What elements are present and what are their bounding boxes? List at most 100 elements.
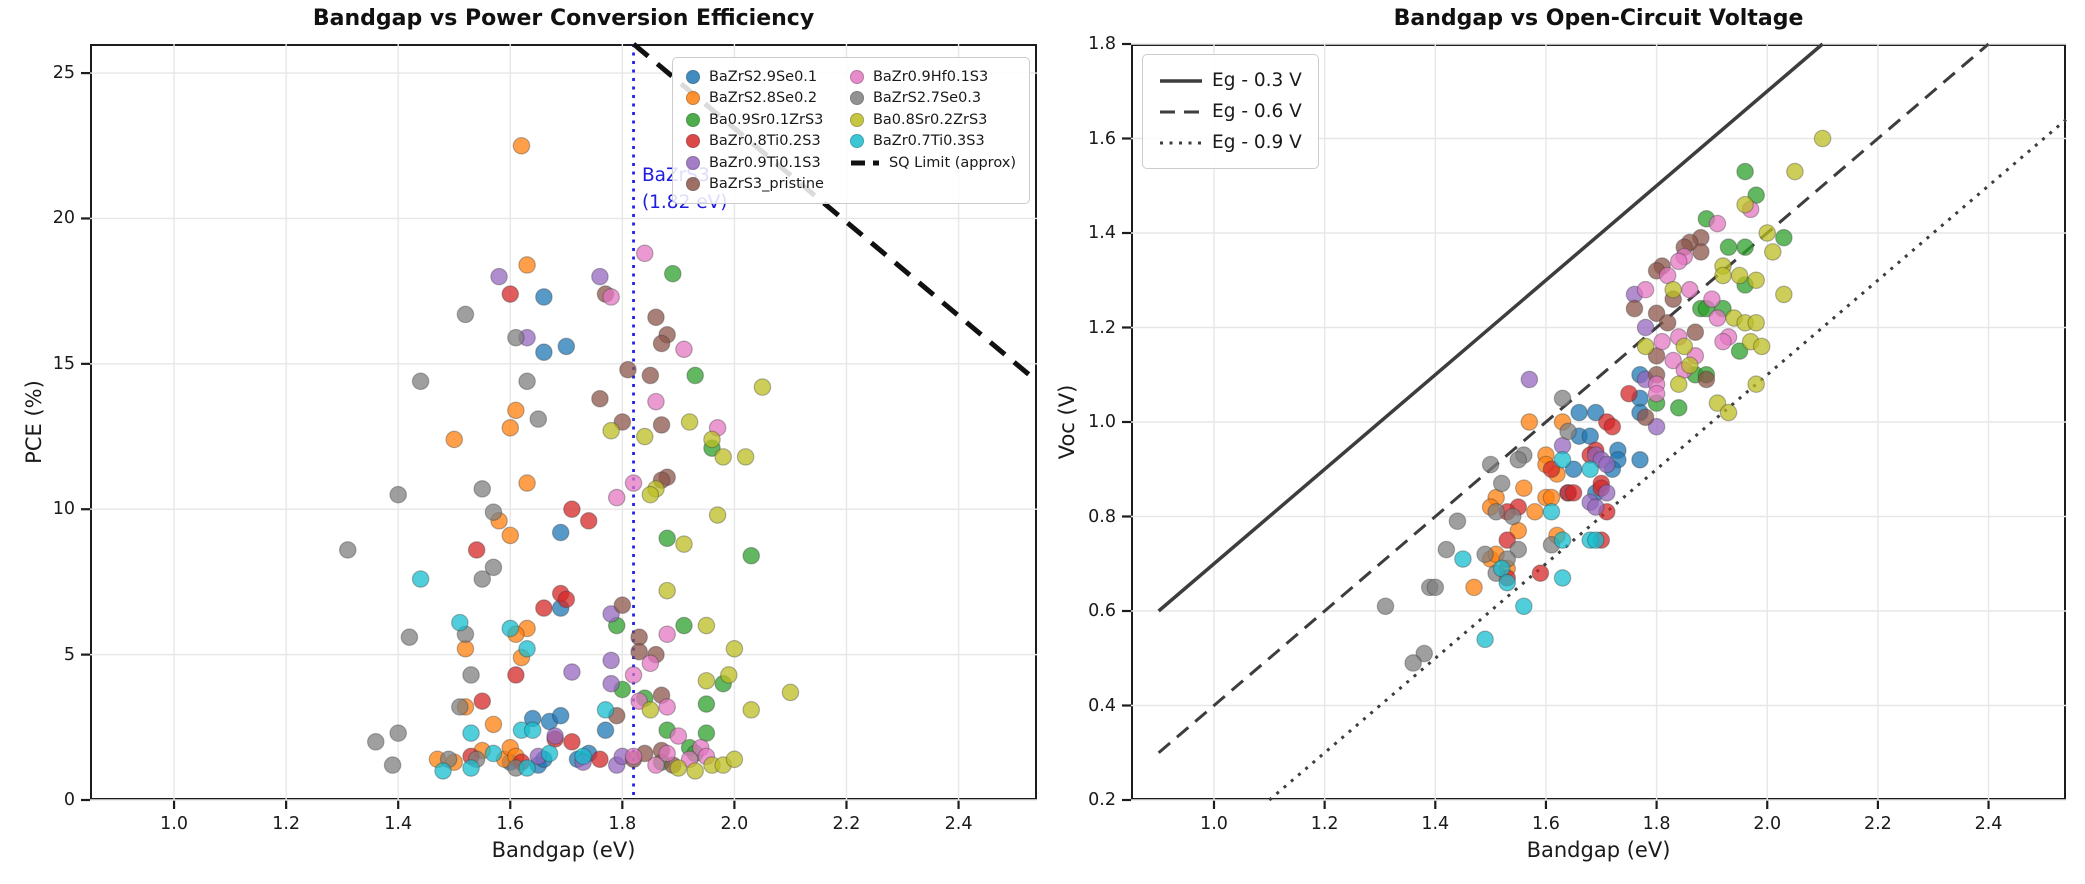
scatter-point [1813, 129, 1832, 148]
scatter-point [1775, 228, 1793, 247]
scatter-point [641, 366, 660, 385]
legend-item: BaZrS2.8Se0.2 [685, 88, 824, 110]
legend-label: Eg - 0.9 V [1212, 132, 1302, 153]
scatter-point [1763, 243, 1782, 261]
left-plot-title: Bandgap vs Power Conversion Efficiency [312, 6, 815, 31]
scatter-point [652, 334, 671, 353]
scatter-point [725, 750, 744, 769]
scatter-point [557, 337, 576, 356]
legend-marker-icon [685, 91, 700, 106]
scatter-point [647, 308, 665, 327]
scatter-point [686, 366, 704, 385]
scatter-point [484, 715, 503, 734]
scatter-point [1647, 384, 1666, 403]
right-plot-ylabel: Voc (V) [1055, 384, 1079, 460]
scatter-point [1708, 214, 1727, 233]
y-tick-label: 5 [63, 644, 75, 665]
scatter-point [708, 506, 727, 524]
scatter-point [1586, 403, 1605, 422]
legend-label: Ba0.9Sr0.1ZrS3 [708, 111, 824, 128]
scatter-point [1570, 403, 1588, 422]
scatter-point [518, 474, 536, 492]
left-plot: Bandgap vs Power Conversion Efficiency B… [22, 6, 1039, 862]
scatter-point [1631, 450, 1649, 469]
scatter-point [1636, 318, 1655, 337]
y-tick-label: 1.4 [1088, 223, 1116, 243]
scatter-point [1703, 290, 1721, 308]
scatter-point [697, 724, 716, 742]
scatter-point [1714, 266, 1732, 285]
scatter-point [658, 625, 676, 644]
scatter-point [456, 305, 475, 324]
scatter-point [389, 485, 407, 504]
legend-label: BaZr0.9Ti0.1S3 [708, 154, 821, 171]
scatter-point [1553, 531, 1572, 549]
scatter-point [1520, 413, 1539, 431]
scatter-point [518, 372, 536, 391]
scatter-point [1736, 162, 1754, 181]
y-tick-label: 1.2 [1088, 317, 1116, 338]
scatter-point [490, 267, 508, 286]
legend-line-icon [1160, 110, 1202, 113]
scatter-point [1647, 304, 1666, 323]
legend-item: Eg - 0.9 V [1159, 127, 1302, 158]
legend-item: Eg - 0.6 V [1159, 96, 1302, 127]
scatter-point [484, 558, 503, 577]
scatter-point [1498, 531, 1517, 549]
scatter-point [697, 671, 716, 690]
scatter-point [736, 448, 755, 466]
scatter-point [1553, 569, 1572, 587]
y-tick-label: 1.0 [1088, 412, 1116, 432]
scatter-point [630, 692, 648, 710]
scatter-point [1636, 280, 1655, 299]
scatter-point [720, 666, 738, 684]
scatter-point [607, 488, 626, 507]
scatter-point [725, 639, 744, 658]
scatter-point [523, 721, 542, 740]
scatter-point [1415, 644, 1434, 663]
scatter-point [1669, 375, 1688, 393]
scatter-point [1448, 512, 1467, 531]
scatter-point [1658, 313, 1677, 332]
scatter-point [1597, 455, 1616, 474]
scatter-point [1714, 332, 1732, 351]
scatter-point [1498, 573, 1517, 592]
scatter-point [473, 692, 492, 710]
scatter-point [742, 546, 761, 565]
scatter-point [624, 666, 643, 684]
legend-label: SQ Limit (approx) [888, 154, 1016, 171]
legend-item: BaZr0.9Ti0.1S3 [685, 152, 824, 174]
scatter-point [484, 744, 503, 763]
scatter-point [613, 413, 632, 431]
legend-label: BaZrS2.9Se0.1 [708, 68, 818, 85]
scatter-point [1747, 271, 1765, 290]
x-tick-label: 1.2 [1310, 814, 1339, 834]
scatter-point [451, 698, 469, 716]
scatter-point [473, 570, 492, 588]
y-tick-label: 1.8 [1088, 34, 1116, 54]
scatter-point [1564, 460, 1583, 479]
scatter-point [1730, 342, 1749, 360]
legend-item: BaZrS2.7Se0.3 [849, 88, 1016, 110]
scatter-point [383, 756, 402, 774]
legend-marker-icon [685, 177, 700, 192]
scatter-point [669, 727, 688, 745]
legend-marker-icon [685, 69, 700, 84]
legend-label: BaZrS3_pristine [708, 176, 824, 193]
x-tick-label: 1.6 [496, 814, 525, 834]
scatter-point [1708, 309, 1727, 327]
scatter-point [551, 706, 570, 725]
legend-item: BaZrS3_pristine [685, 174, 824, 196]
scatter-point [518, 759, 536, 777]
y-tick-label: 0 [63, 790, 75, 810]
scatter-point [535, 599, 553, 617]
legend-label: BaZr0.7Ti0.3S3 [872, 133, 985, 150]
scatter-point [445, 430, 464, 449]
scatter-point [641, 701, 660, 719]
scatter-point [1747, 313, 1765, 332]
scatter-point [1686, 323, 1705, 342]
scatter-point [1708, 394, 1727, 412]
legend-item: Eg - 0.3 V [1159, 65, 1302, 96]
scatter-point [507, 666, 525, 684]
scatter-point [1376, 597, 1395, 616]
